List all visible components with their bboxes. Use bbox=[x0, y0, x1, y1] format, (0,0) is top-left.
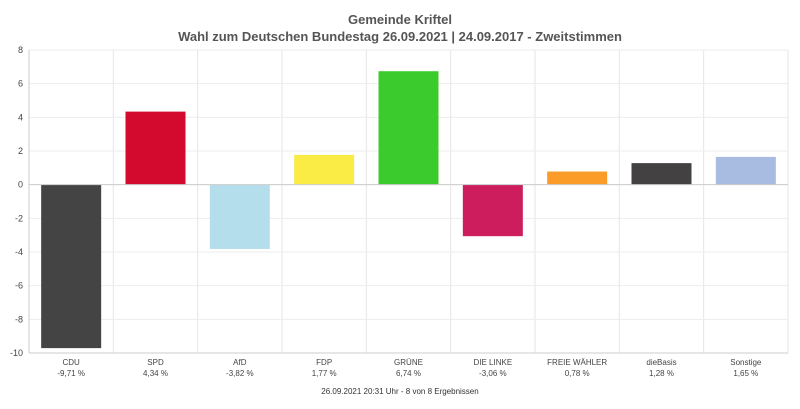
value-label: 1,28 % bbox=[649, 369, 674, 378]
category-label: CDU bbox=[62, 358, 80, 367]
value-label: -3,06 % bbox=[479, 369, 507, 378]
bar bbox=[378, 71, 439, 185]
bars bbox=[41, 71, 776, 349]
y-tick-label: 0 bbox=[18, 180, 23, 190]
chart-subtitle: Wahl zum Deutschen Bundestag 26.09.2021 … bbox=[178, 29, 622, 44]
value-label: 1,77 % bbox=[312, 369, 337, 378]
y-tick-label: -2 bbox=[15, 213, 23, 223]
bar bbox=[715, 156, 776, 185]
y-tick-label: 8 bbox=[18, 45, 23, 55]
bar bbox=[462, 184, 523, 237]
y-tick-label: -8 bbox=[15, 314, 23, 324]
bar bbox=[294, 154, 355, 185]
bar bbox=[125, 111, 186, 185]
value-label: 1,65 % bbox=[733, 369, 758, 378]
value-label: -3,82 % bbox=[226, 369, 254, 378]
chart-footer: 26.09.2021 20:31 Uhr - 8 von 8 Ergebniss… bbox=[321, 387, 479, 396]
value-label: 0,78 % bbox=[565, 369, 590, 378]
bar bbox=[209, 184, 270, 249]
y-tick-label: -4 bbox=[15, 247, 23, 257]
category-label: dieBasis bbox=[646, 358, 676, 367]
category-label: Sonstige bbox=[730, 358, 762, 367]
category-label: SPD bbox=[147, 358, 164, 367]
y-tick-label: -6 bbox=[15, 281, 23, 291]
y-tick-label: 6 bbox=[18, 79, 23, 89]
bar bbox=[631, 163, 692, 185]
value-label: 6,74 % bbox=[396, 369, 421, 378]
y-tick-label: -10 bbox=[10, 348, 23, 358]
y-tick-label: 2 bbox=[18, 146, 23, 156]
category-label: FREIE WÄHLER bbox=[547, 358, 607, 367]
labels: 8 6 4 2 0 -2 -4 -6 -8 -10 CDU -9,71 % SPD 4,34 % AfD -3… bbox=[10, 45, 762, 378]
value-label: 4,34 % bbox=[143, 369, 168, 378]
chart-title: Gemeinde Kriftel bbox=[347, 12, 453, 27]
category-label: FDP bbox=[316, 358, 332, 367]
category-label: DIE LINKE bbox=[473, 358, 512, 367]
bar bbox=[547, 171, 608, 185]
category-label: AfD bbox=[233, 358, 247, 367]
y-tick-label: 4 bbox=[18, 112, 23, 122]
category-label: GRÜNE bbox=[394, 358, 423, 367]
value-label: -9,71 % bbox=[57, 369, 85, 378]
axes bbox=[28, 50, 788, 354]
bar bbox=[41, 184, 102, 349]
